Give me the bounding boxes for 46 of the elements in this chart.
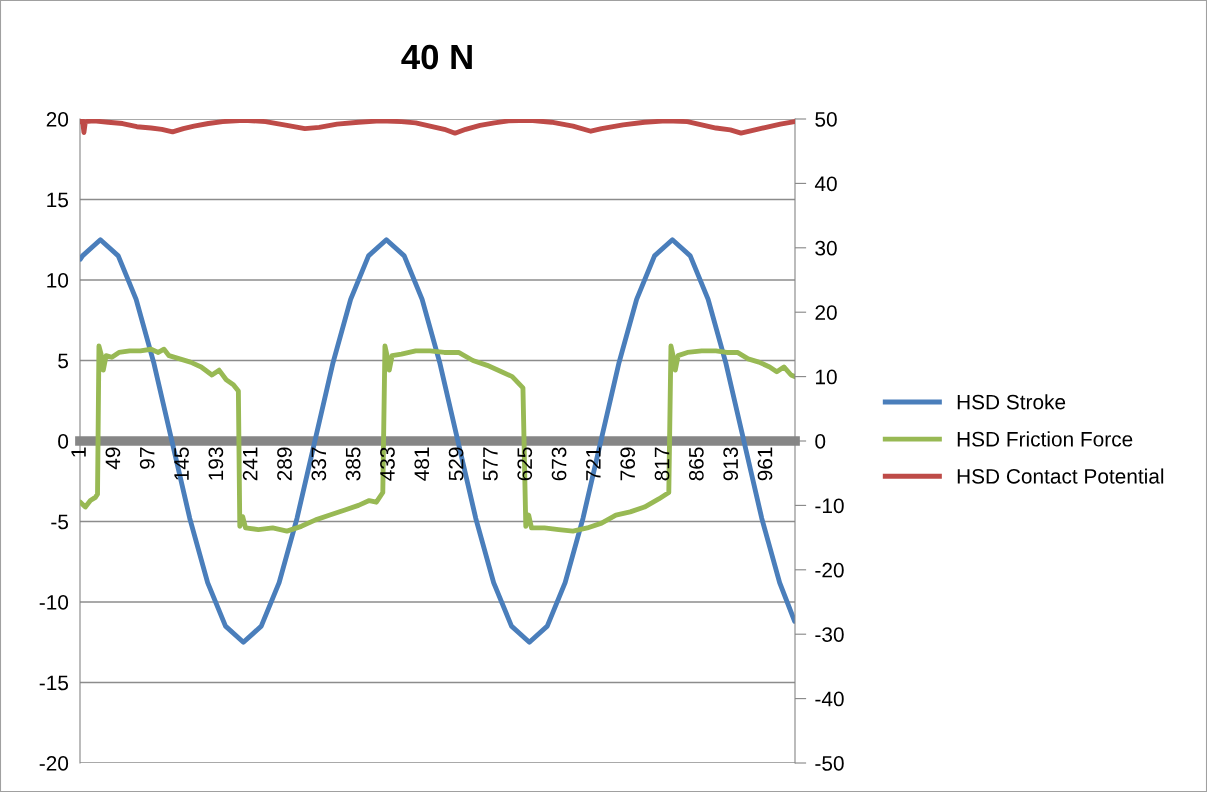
y2-tick-label: 10 bbox=[816, 369, 837, 385]
x-tick-label: 913 bbox=[723, 447, 739, 481]
x-tick-label: 385 bbox=[345, 447, 361, 481]
chart-title: 40 N bbox=[401, 44, 472, 70]
legend-label: HSD Contact Potential bbox=[957, 468, 1164, 484]
y-tick-label: -10 bbox=[39, 595, 69, 610]
y2-tick-label: -50 bbox=[815, 756, 844, 771]
y-tick-label: 5 bbox=[58, 353, 69, 369]
legend-label: HSD Stroke bbox=[957, 394, 1066, 410]
x-tick-label: 481 bbox=[414, 447, 430, 481]
y2-tick-label: -30 bbox=[815, 627, 844, 642]
x-tick-label: 289 bbox=[277, 447, 292, 481]
x-tick-label: 97 bbox=[139, 447, 155, 469]
y-tick-label: 20 bbox=[46, 112, 69, 127]
x-tick-label: 817 bbox=[654, 447, 670, 481]
y-tick-label: 0 bbox=[58, 434, 69, 449]
y2-tick-label: 30 bbox=[815, 240, 837, 256]
y-tick-label: 10 bbox=[47, 273, 69, 288]
x-tick-label: 961 bbox=[757, 447, 773, 481]
y2-tick-label: 50 bbox=[815, 112, 837, 127]
legend-label: HSD Friction Force bbox=[957, 431, 1133, 447]
x-tick-label: 433 bbox=[380, 447, 395, 481]
x-tick-label: 625 bbox=[517, 447, 533, 481]
line-series bbox=[80, 119, 795, 136]
y2-tick-label: -20 bbox=[815, 562, 844, 578]
y2-tick-label: 40 bbox=[814, 176, 837, 192]
x-tick-label: 529 bbox=[448, 447, 464, 481]
y2-tick-label: -10 bbox=[815, 498, 844, 514]
x-tick-label: 337 bbox=[311, 447, 327, 481]
y-tick-label: 15 bbox=[47, 192, 69, 208]
x-tick-label: 721 bbox=[586, 447, 601, 481]
x-tick-label: 193 bbox=[208, 447, 224, 480]
y2-tick-label: 0 bbox=[815, 434, 826, 449]
x-tick-label: 769 bbox=[620, 447, 636, 481]
x-tick-label: 145 bbox=[174, 447, 189, 480]
x-tick-label: 241 bbox=[242, 447, 258, 481]
y-tick-label: -20 bbox=[39, 756, 69, 771]
y-tick-label: -5 bbox=[51, 514, 69, 530]
x-tick-label: 865 bbox=[688, 447, 704, 481]
y-tick-label: -15 bbox=[39, 675, 69, 691]
x-tick-label: 49 bbox=[105, 447, 121, 470]
x-tick-label: 1 bbox=[71, 447, 86, 457]
y2-tick-label: -40 bbox=[815, 691, 844, 707]
y2-tick-label: 20 bbox=[815, 305, 837, 320]
x-tick-label: 577 bbox=[483, 447, 498, 481]
x-tick-label: 673 bbox=[551, 447, 567, 481]
